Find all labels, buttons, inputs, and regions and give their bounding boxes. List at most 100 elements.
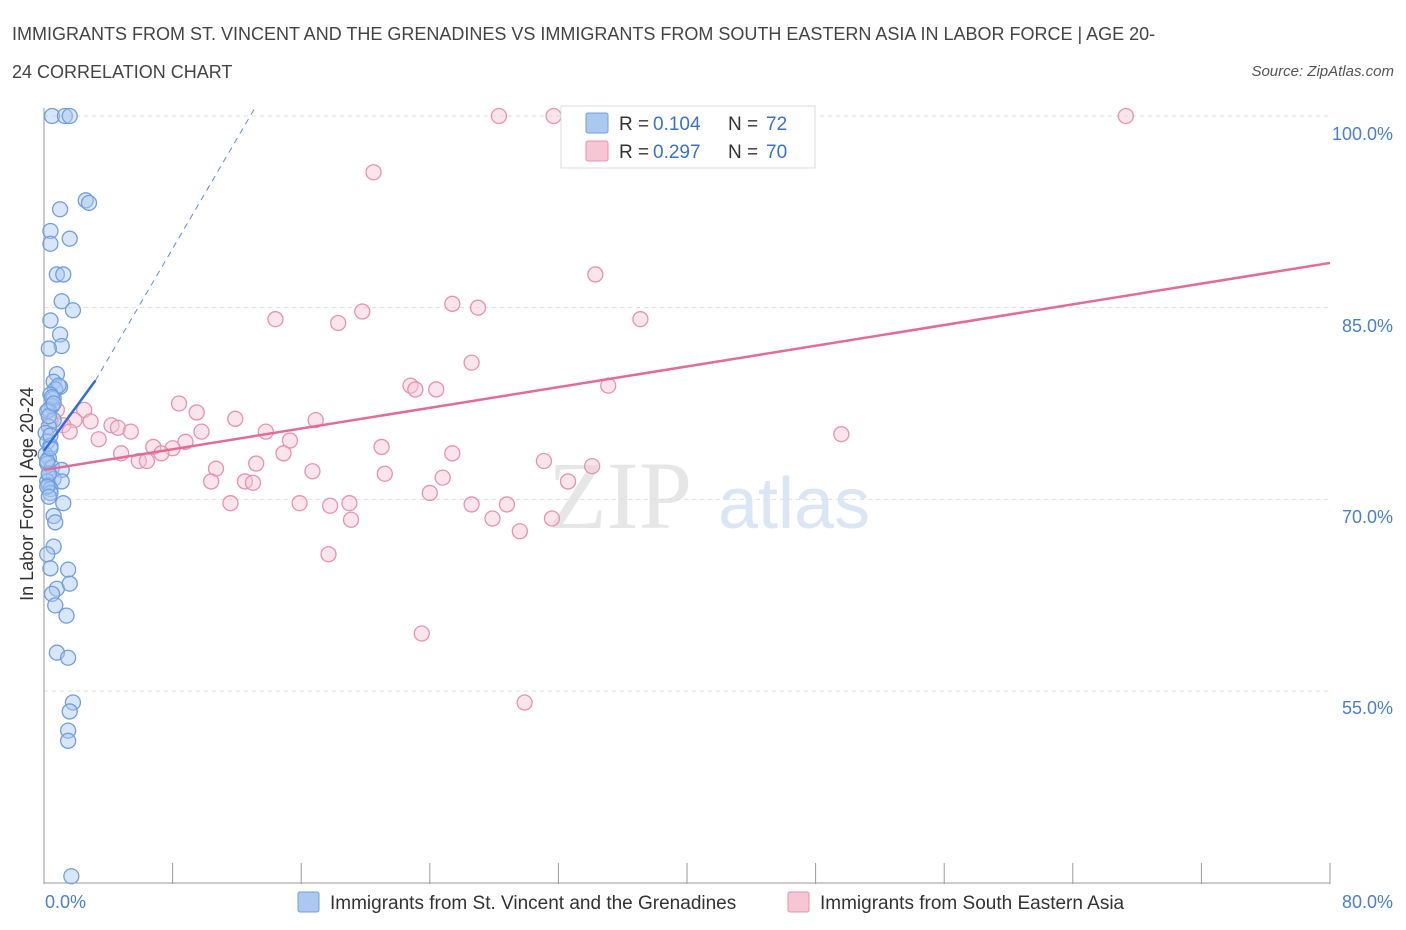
south-eastern-asia-point-7 bbox=[469, 299, 487, 316]
south-eastern-asia-point-31 bbox=[193, 423, 210, 440]
st-vincent-point-46 bbox=[47, 514, 64, 531]
y-tick-label-85: 85.0% bbox=[1342, 316, 1393, 336]
y-tick-label-100: 100.0% bbox=[1332, 124, 1393, 144]
stats-legend: R = 0.104 N = 72 R = 0.297 N = 70 bbox=[560, 105, 816, 169]
watermark-atlas: atlas bbox=[718, 464, 870, 544]
south-eastern-asia-point-70 bbox=[516, 694, 533, 711]
st-vincent-point-0 bbox=[43, 107, 61, 125]
series-legend-swatch-blue bbox=[297, 891, 320, 913]
source-label: Source: ZipAtlas.com bbox=[1251, 63, 1394, 80]
south-eastern-asia-point-47 bbox=[535, 452, 553, 470]
st-vincent-point-7 bbox=[42, 235, 59, 252]
st-vincent-point-50 bbox=[59, 561, 77, 578]
st-vincent-point-8 bbox=[61, 230, 78, 247]
st-vincent-point-67 bbox=[43, 388, 61, 406]
south-eastern-asia-point-15 bbox=[428, 381, 445, 398]
x-tick-label-max: 80.0% bbox=[1342, 892, 1393, 912]
st-vincent-point-6 bbox=[42, 222, 59, 240]
gridlines bbox=[44, 115, 1330, 692]
south-eastern-asia-point-11 bbox=[632, 311, 649, 328]
st-vincent-point-61 bbox=[59, 732, 77, 749]
st-vincent-point-48 bbox=[39, 546, 56, 563]
legend-r-label-pink: R = bbox=[619, 142, 649, 163]
legend-r-label-blue: R = bbox=[619, 114, 649, 135]
st-vincent-point-45 bbox=[45, 507, 62, 525]
legend-r-value-pink: 0.297 bbox=[653, 142, 701, 163]
st-vincent-point-5 bbox=[51, 201, 69, 218]
south-eastern-asia-point-1 bbox=[545, 107, 562, 125]
south-eastern-asia-point-57 bbox=[421, 484, 438, 502]
south-eastern-asia-point-65 bbox=[342, 511, 360, 528]
y-tick-label-70: 70.0% bbox=[1342, 507, 1393, 527]
st-vincent-point-10 bbox=[55, 266, 72, 283]
trend-line-south-eastern-asia bbox=[43, 261, 1331, 472]
south-eastern-asia-point-50 bbox=[376, 465, 393, 482]
south-eastern-asia-point-41 bbox=[153, 445, 170, 462]
south-eastern-asia-point-45 bbox=[138, 452, 156, 470]
south-eastern-asia-point-61 bbox=[341, 495, 358, 512]
st-vincent-point-12 bbox=[64, 302, 82, 319]
st-vincent-point-1 bbox=[56, 107, 74, 125]
south-eastern-asia-point-19 bbox=[227, 410, 244, 427]
south-eastern-asia-point-6 bbox=[444, 295, 461, 312]
y-tick-label-55: 55.0% bbox=[1342, 698, 1393, 718]
south-eastern-asia-point-29 bbox=[61, 423, 78, 440]
south-eastern-asia-point-0 bbox=[490, 107, 508, 125]
st-vincent-point-71 bbox=[40, 488, 57, 505]
trend-line-st-vincent-extrapolated bbox=[95, 105, 257, 381]
legend-r-value-blue: 0.104 bbox=[653, 114, 701, 135]
south-eastern-asia-point-39 bbox=[833, 426, 850, 443]
st-vincent-point-59 bbox=[61, 703, 78, 720]
series-legend-label-pink: Immigrants from South Eastern Asia bbox=[820, 893, 1125, 914]
x-tick-label-min: 0.0% bbox=[45, 892, 86, 912]
st-vincent-point-9 bbox=[48, 266, 66, 283]
st-vincent-point-2 bbox=[61, 107, 78, 125]
south-eastern-asia-point-46 bbox=[248, 455, 265, 472]
south-eastern-asia-point-43 bbox=[444, 445, 461, 462]
south-eastern-asia-point-34 bbox=[90, 431, 107, 448]
south-eastern-asia-point-4 bbox=[365, 164, 382, 181]
south-eastern-asia-point-33 bbox=[281, 432, 299, 449]
legend-n-value-pink: 70 bbox=[766, 142, 787, 163]
south-eastern-asia-point-18 bbox=[188, 404, 205, 421]
south-eastern-asia-point-49 bbox=[304, 463, 321, 480]
south-eastern-asia-point-66 bbox=[543, 510, 561, 527]
st-vincent-point-68 bbox=[39, 478, 56, 495]
south-eastern-asia-point-17 bbox=[170, 395, 188, 412]
south-eastern-asia-point-63 bbox=[498, 496, 516, 513]
st-vincent-point-70 bbox=[45, 395, 62, 412]
south-eastern-asia-point-51 bbox=[584, 457, 601, 475]
south-eastern-asia-point-14 bbox=[407, 381, 424, 398]
south-eastern-asia-point-20 bbox=[307, 411, 324, 429]
south-eastern-asia-point-9 bbox=[267, 311, 284, 328]
south-eastern-asia-point-56 bbox=[559, 473, 577, 490]
south-eastern-asia-point-64 bbox=[484, 510, 501, 527]
south-eastern-asia-point-42 bbox=[275, 445, 292, 462]
south-eastern-asia-point-30 bbox=[122, 423, 139, 440]
south-eastern-asia-point-10 bbox=[330, 314, 347, 332]
trend-lines bbox=[42, 105, 1331, 472]
legend-swatch-blue bbox=[585, 112, 609, 134]
st-vincent-point-41 bbox=[53, 473, 70, 490]
south-eastern-asia-point-28 bbox=[109, 419, 127, 436]
series-legend-swatch-pink bbox=[787, 891, 810, 913]
st-vincent-point-52 bbox=[61, 575, 78, 592]
y-axis-label: In Labor Force | Age 20-24 bbox=[17, 387, 37, 601]
st-vincent-point-54 bbox=[47, 597, 64, 614]
south-eastern-asia-point-60 bbox=[321, 497, 339, 514]
south-eastern-asia-point-38 bbox=[373, 438, 390, 456]
south-eastern-asia-point-67 bbox=[511, 523, 528, 540]
series-legend-label-blue: Immigrants from St. Vincent and the Gren… bbox=[330, 893, 736, 914]
trend-line-st-vincent bbox=[42, 379, 97, 452]
legend-n-label-pink: N = bbox=[728, 142, 758, 163]
st-vincent-point-58 bbox=[64, 694, 82, 711]
south-eastern-asia-point-3 bbox=[1117, 107, 1134, 125]
st-vincent-point-4 bbox=[80, 194, 98, 212]
st-vincent-point-44 bbox=[55, 495, 72, 512]
series-st-vincent-points bbox=[37, 107, 98, 885]
south-eastern-asia-point-68 bbox=[320, 546, 337, 563]
series-south-eastern-asia-points bbox=[42, 107, 1134, 711]
south-eastern-asia-point-55 bbox=[434, 469, 451, 486]
south-eastern-asia-point-26 bbox=[82, 413, 99, 430]
